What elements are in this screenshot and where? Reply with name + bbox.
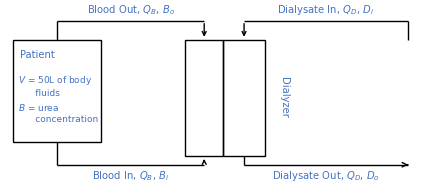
Bar [13, 40, 101, 142]
Text: $V$ = 50L of body
      fluids
$B$ = urea
      concentration: $V$ = 50L of body fluids $B$ = urea conc… [19, 74, 99, 124]
Bar [223, 40, 265, 156]
Text: Blood In, $Q_B$, $B_i$: Blood In, $Q_B$, $B_i$ [92, 169, 169, 183]
Text: Dialyzer: Dialyzer [279, 78, 289, 118]
Bar [185, 40, 223, 156]
Text: Blood Out, $Q_B$, $B_o$: Blood Out, $Q_B$, $B_o$ [87, 3, 175, 17]
Text: Dialysate In, $Q_D$, $D_i$: Dialysate In, $Q_D$, $D_i$ [277, 3, 374, 17]
Text: Patient: Patient [20, 50, 54, 60]
Text: Dialysate Out, $Q_D$, $D_o$: Dialysate Out, $Q_D$, $D_o$ [272, 169, 380, 183]
